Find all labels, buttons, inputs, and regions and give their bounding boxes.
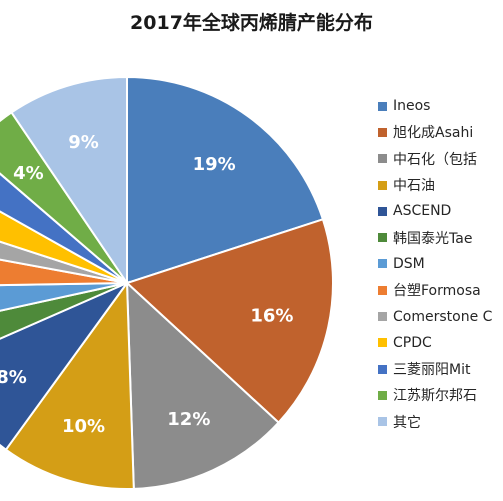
- legend-item: 旭化成Asahi: [378, 119, 503, 145]
- slice-label-2: 12%: [167, 409, 210, 430]
- legend-swatch: [378, 338, 387, 348]
- slice-label-11: 4%: [13, 163, 44, 184]
- legend-item: 其它: [378, 409, 503, 435]
- legend-label: 台塑Formosa: [393, 283, 481, 300]
- legend-item: ASCEND: [378, 198, 503, 224]
- legend-item: Ineos: [378, 93, 503, 119]
- legend-label: Comerstone C: [393, 308, 493, 325]
- legend-item: Comerstone C: [378, 303, 503, 329]
- legend-swatch: [378, 364, 387, 374]
- legend-item: 江苏斯尔邦石: [378, 382, 503, 408]
- legend-swatch: [378, 154, 387, 164]
- pie-slice-8: [0, 240, 128, 284]
- legend-item: DSM: [378, 251, 503, 277]
- legend-swatch: [378, 233, 387, 243]
- legend-label: 其它: [393, 414, 421, 431]
- pie-slice-6: [0, 282, 128, 312]
- legend-label: Ineos: [393, 98, 431, 115]
- legend-label: ASCEND: [393, 203, 452, 220]
- legend-item: CPDC: [378, 330, 503, 356]
- pie-slice-4: [0, 280, 130, 452]
- legend-label: CPDC: [393, 334, 432, 351]
- legend-item: 中石化（包括: [378, 146, 503, 172]
- pie-slice-5: [0, 282, 128, 340]
- pie-slice-0: [126, 75, 325, 285]
- legend-swatch: [378, 312, 387, 322]
- legend-item: 韩国泰光Tae: [378, 224, 503, 250]
- legend-label: 中石油: [393, 178, 435, 195]
- legend-label: DSM: [393, 255, 425, 272]
- legend-swatch: [378, 101, 387, 111]
- slice-label-4: 8%: [0, 367, 27, 388]
- slice-label-12: 9%: [68, 132, 99, 153]
- pie-slice-1: [125, 218, 334, 424]
- legend-label: 中石化（包括: [393, 151, 477, 168]
- legend-item: 台塑Formosa: [378, 277, 503, 303]
- legend-label: 江苏斯尔邦石: [393, 388, 477, 405]
- legend-swatch: [378, 259, 387, 269]
- slice-label-3: 10%: [62, 416, 105, 437]
- legend-label: 韩国泰光Tae: [393, 230, 473, 247]
- pie-slice-3: [4, 280, 135, 490]
- pie-slice-12: [10, 75, 128, 287]
- legend: Ineos 旭化成Asahi 中石化（包括 中石油 ASCEND 韩国泰光Tae DSM 台塑…: [378, 93, 503, 435]
- legend-swatch: [378, 390, 387, 400]
- slice-label-1: 16%: [250, 306, 293, 327]
- legend-swatch: [378, 417, 387, 427]
- legend-item: 中石油: [378, 172, 503, 198]
- legend-label: 三菱丽阳Mit: [393, 362, 471, 379]
- legend-swatch: [378, 206, 387, 216]
- legend-swatch: [378, 127, 387, 137]
- slice-label-0: 19%: [193, 154, 236, 175]
- pie-slice-2: [125, 280, 280, 490]
- chart-title: 2017年全球丙烯腈产能分布: [130, 12, 373, 34]
- legend-item: 三菱丽阳Mit: [378, 356, 503, 382]
- legend-swatch: [378, 180, 387, 190]
- legend-swatch: [378, 285, 387, 295]
- legend-label: 旭化成Asahi: [393, 125, 474, 142]
